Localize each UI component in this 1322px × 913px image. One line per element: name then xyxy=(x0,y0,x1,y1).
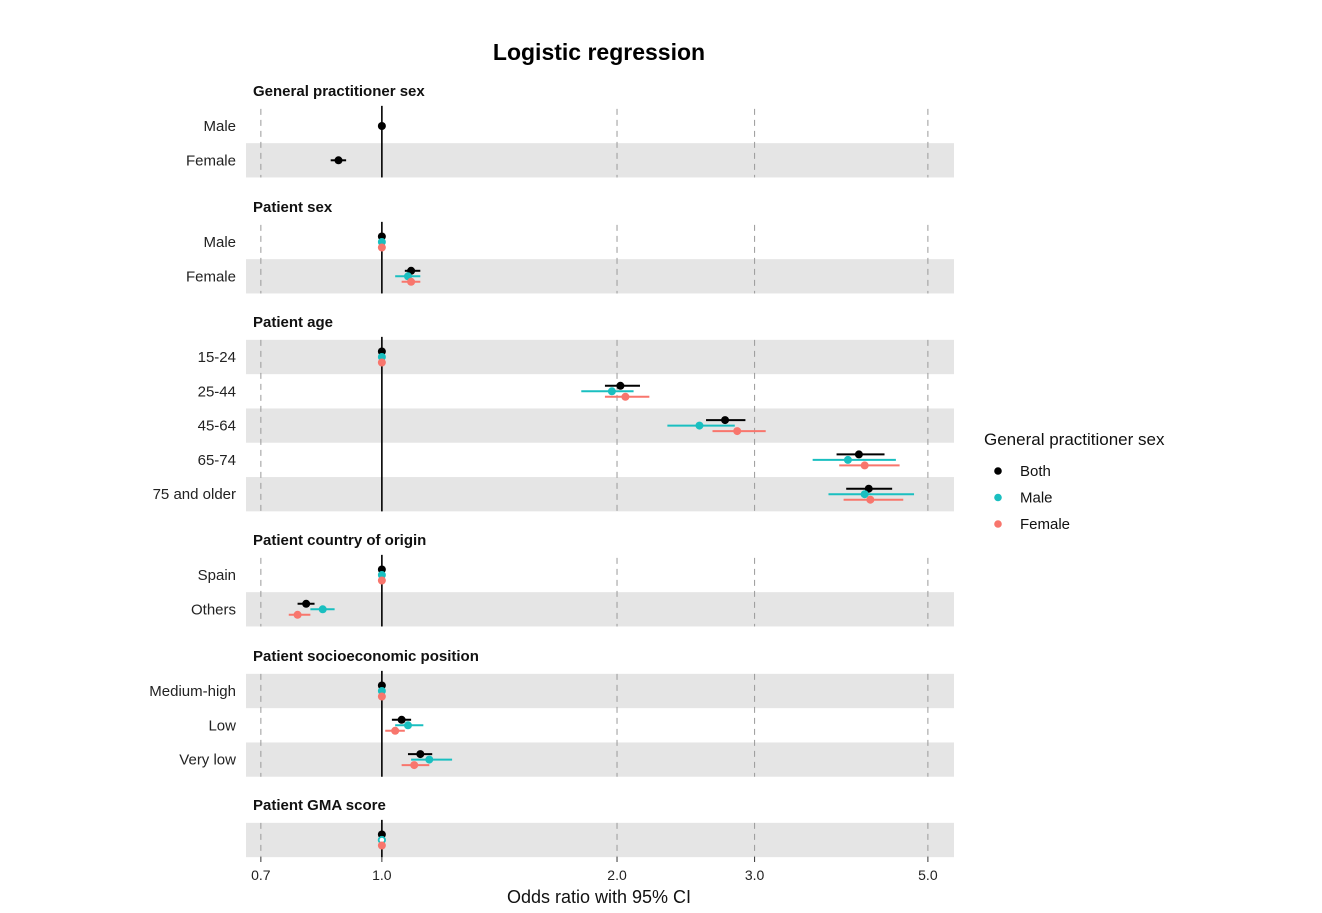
estimate-point-both xyxy=(302,599,311,608)
estimate-point-female xyxy=(860,461,869,470)
estimate-point-male xyxy=(377,687,386,695)
x-tick-label: 3.0 xyxy=(745,867,765,883)
x-axis-label: Odds ratio with 95% CI xyxy=(507,887,691,907)
estimate-point-female xyxy=(293,610,302,619)
estimate-point-female xyxy=(391,726,400,735)
estimate-point-female xyxy=(866,495,875,504)
legend-key-male xyxy=(994,493,1002,502)
row-shade xyxy=(246,339,954,375)
facet-title-patient-age: Patient age xyxy=(253,314,333,331)
facet-title-patient-gma-score: Patient GMA score xyxy=(253,797,386,814)
estimate-point-both xyxy=(377,232,386,241)
estimate-point-male xyxy=(377,238,386,246)
estimate-point-male xyxy=(843,455,852,464)
estimate-point-male xyxy=(607,387,616,396)
row-label-male: Male xyxy=(203,118,236,135)
estimate-point-female xyxy=(377,841,386,850)
row-label-female: Female xyxy=(186,152,236,169)
legend-label-female: Female xyxy=(1020,516,1070,533)
estimate-point-both xyxy=(416,750,425,759)
estimate-point-male xyxy=(377,571,386,579)
x-axis: 0.7 1.0 2.0 3.0 5.0 xyxy=(251,857,938,883)
estimate-point-both xyxy=(864,484,873,493)
estimate-point-male xyxy=(318,605,327,614)
row-label-75-and-older: 75 and older xyxy=(153,486,236,503)
x-tick-label: 5.0 xyxy=(918,867,938,883)
legend-label-male: Male xyxy=(1020,490,1053,507)
estimate-point-female xyxy=(377,692,386,701)
estimate-point-both xyxy=(616,381,625,390)
x-tick-label: 0.7 xyxy=(251,867,271,883)
row-label-very-low: Very low xyxy=(179,752,236,769)
row-shade xyxy=(246,673,954,709)
legend-label-both: Both xyxy=(1020,463,1051,480)
facet-title-general-practitioner-sex: General practitioner sex xyxy=(253,83,425,100)
row-label-low: Low xyxy=(208,717,236,734)
gridline-layer xyxy=(260,108,929,858)
legend-title: General practitioner sex xyxy=(984,430,1165,449)
row-label-spain: Spain xyxy=(198,567,236,584)
estimate-point-both xyxy=(334,156,343,165)
legend-key-female xyxy=(994,520,1002,528)
estimate-point-female xyxy=(410,761,419,770)
chart-title: Logistic regression xyxy=(493,39,705,65)
estimate-point-both xyxy=(721,416,730,425)
row-shade xyxy=(246,259,954,294)
estimate-point-female xyxy=(407,277,416,286)
estimate-point-female xyxy=(377,243,386,252)
estimate-point-male xyxy=(377,353,386,361)
row-label-65-74: 65-74 xyxy=(198,452,236,469)
x-tick-label: 2.0 xyxy=(607,867,627,883)
legend-key-both xyxy=(994,467,1002,475)
row-shade xyxy=(246,742,954,777)
estimate-point-both xyxy=(377,565,386,574)
facet-title-layer: General practitioner sex Patient sex Patie… xyxy=(253,83,479,814)
estimate-point-male xyxy=(403,721,412,730)
row-label-male: Male xyxy=(203,234,236,251)
row-shade xyxy=(246,822,954,858)
estimate-point-both xyxy=(377,347,386,356)
estimate-point-female xyxy=(377,576,386,585)
estimate-point-male xyxy=(695,421,704,430)
row-label-45-64: 45-64 xyxy=(198,418,236,435)
row-label-female: Female xyxy=(186,268,236,285)
row-shade xyxy=(246,592,954,627)
estimate-point-both xyxy=(377,681,386,690)
row-label-others: Others xyxy=(191,601,236,618)
estimate-point-male xyxy=(425,755,434,764)
estimate-point-female xyxy=(377,358,386,367)
facet-title-patient-country-of-origin: Patient country of origin xyxy=(253,532,426,549)
row-shade xyxy=(246,143,954,178)
row-shade xyxy=(246,408,954,443)
data-mark-layer xyxy=(288,122,915,850)
x-tick-label: 1.0 xyxy=(372,867,392,883)
facet-title-patient-socioeconomic-position: Patient socioeconomic position xyxy=(253,648,479,665)
row-label-medium-high: Medium-high xyxy=(149,683,236,700)
estimate-point-female xyxy=(621,392,630,401)
legend: General practitioner sex Both Male Female xyxy=(984,430,1165,533)
row-label-25-44: 25-44 xyxy=(198,383,236,400)
estimate-point-both xyxy=(377,122,386,130)
estimate-point-both xyxy=(397,715,406,724)
facet-title-patient-sex: Patient sex xyxy=(253,199,333,216)
estimate-point-male xyxy=(860,490,869,499)
row-label-15-24: 15-24 xyxy=(198,349,236,366)
estimate-point-female xyxy=(733,427,742,436)
estimate-point-both xyxy=(854,450,863,459)
row-label-layer: Male Female Male Female 15-24 25-44 45-64 65-74… xyxy=(149,118,236,769)
